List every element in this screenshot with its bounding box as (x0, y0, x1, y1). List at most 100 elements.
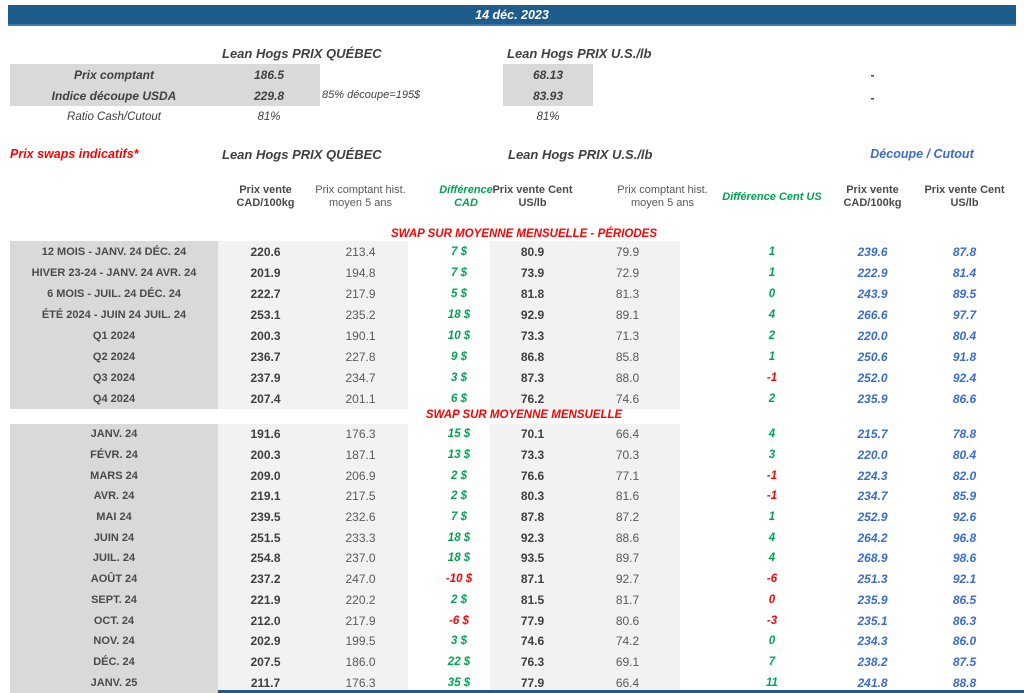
cutout-cad: 234.3 (857, 634, 888, 649)
us-prix-vente: 87.8 (490, 506, 575, 528)
us-prix-hist: 70.3 (575, 444, 680, 466)
cutout-us: 96.8 (952, 530, 977, 545)
cutout-cad: 234.7 (857, 489, 888, 504)
swaps-title: Prix swaps indicatifs* (10, 147, 139, 161)
difference-cad: 9 $ (451, 350, 467, 363)
section-title-monthly: SWAP SUR MOYENNE MENSUELLE (425, 409, 623, 421)
spot-label-prix-comptant: Prix comptant (10, 64, 218, 85)
difference-cad: 2 $ (451, 593, 467, 606)
us-prix-hist: 89.1 (575, 304, 680, 325)
row-label: Q1 2024 (10, 325, 218, 346)
us-prix-vente: 73.3 (490, 325, 575, 346)
qc-prix-hist: 190.1 (313, 325, 408, 346)
spot-right-dash-2: - (870, 90, 875, 105)
row-label: AVR. 24 (10, 486, 218, 507)
qc-prix-hist: 227.8 (313, 346, 408, 367)
date-bar: 14 déc. 2023 (8, 5, 1016, 26)
spot-qc-indice-decoupe: 229.8 (218, 85, 320, 106)
cutout-cad: 220.0 (857, 328, 888, 343)
qc-prix-hist: 217.9 (313, 610, 408, 631)
us-prix-hist: 81.3 (575, 283, 680, 304)
difference-us: 1 (768, 350, 776, 363)
us-prix-hist: 66.4 (575, 424, 680, 445)
us-prix-vente: 77.9 (490, 610, 575, 631)
colhead-qc-prix-vente: Prix vente CAD/100kg (236, 184, 295, 209)
spot-us-prix-comptant: 68.13 (503, 64, 593, 85)
us-prix-vente: 77.9 (490, 672, 575, 693)
us-prix-hist: 66.4 (575, 672, 680, 693)
us-prix-vente: 87.1 (490, 568, 575, 590)
qc-prix-hist: 234.7 (313, 367, 408, 388)
cutout-us: 85.9 (952, 489, 977, 504)
us-prix-hist: 85.8 (575, 346, 680, 367)
spot-quebec-title: Lean Hogs PRIX QUÉBEC (222, 46, 382, 61)
us-prix-hist: 81.6 (575, 486, 680, 507)
cutout-us: 86.3 (952, 613, 977, 628)
us-prix-hist: 74.6 (575, 388, 680, 409)
cutout-cad: 235.9 (857, 592, 888, 607)
difference-cad: 3 $ (451, 371, 467, 384)
qc-prix-hist: 237.0 (313, 548, 408, 569)
row-label: JUIL. 24 (10, 548, 218, 569)
qc-prix-hist: 233.3 (313, 527, 408, 549)
us-prix-hist: 88.6 (575, 527, 680, 549)
difference-us: 4 (768, 552, 776, 565)
qc-prix-vente: 200.3 (218, 444, 313, 466)
cutout-us: 86.5 (952, 592, 977, 607)
colhead-cutout-us: Prix vente Cent US/lb (924, 184, 1005, 209)
cutout-cad: 220.0 (857, 448, 888, 463)
difference-us: 11 (766, 676, 778, 689)
qc-prix-vente: 191.6 (218, 424, 313, 445)
cutout-cad: 251.3 (857, 572, 888, 587)
qc-prix-vente: 220.6 (218, 241, 313, 262)
cutout-us: 92.4 (952, 370, 977, 385)
cutout-us: 87.5 (952, 654, 977, 669)
difference-us: -1 (766, 371, 778, 384)
cutout-cad: 222.9 (857, 265, 888, 280)
spot-us-title: Lean Hogs PRIX U.S./lb (507, 46, 652, 61)
colhead-cutout-cad: Prix vente CAD/100kg (843, 184, 902, 209)
cutout-cad: 224.3 (857, 468, 888, 483)
row-label: SEPT. 24 (10, 589, 218, 611)
us-prix-vente: 73.3 (490, 444, 575, 466)
cutout-us: 92.6 (952, 510, 977, 525)
swaps-quebec-group-title: Lean Hogs PRIX QUÉBEC (222, 147, 382, 162)
qc-prix-vente: 221.9 (218, 589, 313, 611)
qc-prix-hist: 217.9 (313, 283, 408, 304)
qc-prix-vente: 201.9 (218, 262, 313, 283)
us-prix-vente: 87.3 (490, 367, 575, 388)
cutout-cad: 268.9 (857, 551, 888, 566)
us-prix-hist: 89.7 (575, 548, 680, 569)
qc-prix-hist: 235.2 (313, 304, 408, 325)
qc-prix-hist: 194.8 (313, 262, 408, 283)
us-prix-hist: 88.0 (575, 367, 680, 388)
swaps-us-group-title: Lean Hogs PRIX U.S./lb (508, 147, 653, 162)
us-prix-hist: 81.7 (575, 589, 680, 611)
difference-cad: 3 $ (451, 635, 467, 648)
swap-table-periods: 12 MOIS - JANV. 24 DÉC. 24 220.6 213.4 7 $ 8… (10, 241, 1014, 409)
colhead-qc-hist: Prix comptant hist. moyen 5 ans (315, 184, 406, 209)
row-label: OCT. 24 (10, 610, 218, 631)
difference-cad: 35 $ (447, 676, 471, 689)
difference-cad: -10 $ (445, 573, 473, 586)
cutout-us: 82.0 (952, 468, 977, 483)
qc-prix-hist: 217.5 (313, 486, 408, 507)
cutout-cad: 252.0 (857, 370, 888, 385)
row-label: MAI 24 (10, 506, 218, 528)
row-label: Q2 2024 (10, 346, 218, 367)
qc-prix-hist: 213.4 (313, 241, 408, 262)
qc-prix-vente: 237.2 (218, 568, 313, 590)
us-prix-vente: 93.5 (490, 548, 575, 569)
difference-us: 2 (768, 329, 776, 342)
qc-prix-hist: 187.1 (313, 444, 408, 466)
difference-cad: 18 $ (447, 308, 471, 321)
row-label: Q4 2024 (10, 388, 218, 409)
qc-prix-vente: 202.9 (218, 630, 313, 652)
cutout-us: 89.5 (952, 286, 977, 301)
difference-cad: 2 $ (451, 490, 467, 503)
qc-prix-hist: 232.6 (313, 506, 408, 528)
qc-prix-vente: 207.4 (218, 388, 313, 409)
cutout-cad: 250.6 (857, 349, 888, 364)
row-label: ÉTÉ 2024 - JUIN 24 JUIL. 24 (10, 304, 218, 325)
